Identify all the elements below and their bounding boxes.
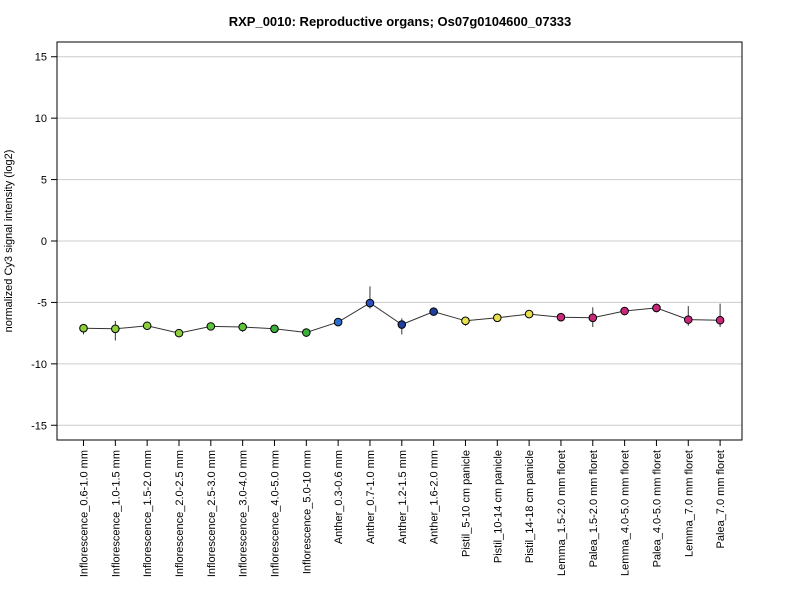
data-point: [206, 322, 216, 331]
y-tick-label: -15: [31, 420, 47, 432]
data-point: [652, 303, 661, 313]
data-point: [429, 307, 438, 316]
y-axis-label: normalized Cy3 signal intensity (log2): [3, 150, 15, 333]
x-tick-label: Pistil_10-14 cm panicle: [492, 450, 504, 563]
x-tick-label: Anther_0.7-1.0 mm: [365, 450, 377, 544]
x-tick-label: Lemma_7.0 mm floret: [683, 450, 695, 557]
x-tick-label: Pistil_14-18 cm panicle: [524, 450, 536, 563]
x-axis: Inflorescence_0.6-1.0 mm Inflorescence_1.…: [79, 439, 727, 577]
y-axis: -15 -10 -5 0 5 10 15: [31, 52, 58, 432]
x-tick-label: Lemma_4.0-5.0 mm floret: [620, 450, 632, 576]
y-tick-label: -5: [37, 297, 47, 309]
data-point: [238, 322, 247, 332]
gridlines: [57, 56, 742, 426]
y-tick-label: 0: [41, 236, 47, 248]
data-point: [333, 317, 343, 327]
x-tick-label: Palea_7.0 mm floret: [715, 450, 727, 548]
x-tick-label: Inflorescence_5.0-10 mm: [301, 450, 313, 574]
data-point: [620, 306, 629, 316]
data-point: [79, 323, 88, 333]
x-tick-label: Pistil_5-10 cm panicle: [460, 450, 472, 557]
data-point: [397, 320, 407, 329]
data-point: [174, 328, 184, 338]
y-tick-label: -10: [31, 359, 47, 371]
data-point: [270, 324, 279, 334]
data-point: [588, 313, 598, 323]
data-point: [556, 312, 566, 322]
x-tick-label: Anther_1.6-2.0 mm: [429, 450, 441, 544]
y-tick-label: 15: [35, 52, 47, 64]
x-tick-label: Palea_4.0-5.0 mm floret: [651, 450, 663, 567]
data-point: [683, 315, 693, 324]
x-tick-label: Inflorescence_3.0-4.0 mm: [238, 450, 250, 577]
data-point: [142, 321, 152, 331]
x-tick-label: Anther_1.2-1.5 mm: [397, 450, 409, 544]
data-point: [365, 298, 375, 308]
series: [79, 286, 725, 341]
y-tick-label: 10: [35, 113, 47, 125]
data-point: [492, 313, 502, 323]
x-tick-label: Palea_1.5-2.0 mm floret: [588, 450, 600, 567]
x-tick-label: Inflorescence_1.5-2.0 mm: [142, 450, 154, 577]
data-point: [524, 309, 534, 319]
x-tick-label: Inflorescence_4.0-5.0 mm: [269, 450, 281, 577]
data-point: [111, 324, 120, 334]
data-point: [461, 316, 470, 326]
data-point: [302, 328, 311, 337]
x-tick-label: Inflorescence_1.0-1.5 mm: [110, 450, 122, 577]
data-point: [715, 315, 725, 325]
x-tick-label: Lemma_1.5-2.0 mm floret: [556, 450, 568, 576]
x-tick-label: Inflorescence_0.6-1.0 mm: [79, 450, 91, 577]
chart-title: RXP_0010: Reproductive organs; Os07g0104…: [229, 14, 572, 29]
x-tick-label: Anther_0.3-0.6 mm: [333, 450, 345, 544]
x-tick-label: Inflorescence_2.5-3.0 mm: [206, 450, 218, 577]
y-tick-label: 5: [41, 175, 47, 187]
x-tick-label: Inflorescence_2.0-2.5 mm: [174, 450, 186, 577]
